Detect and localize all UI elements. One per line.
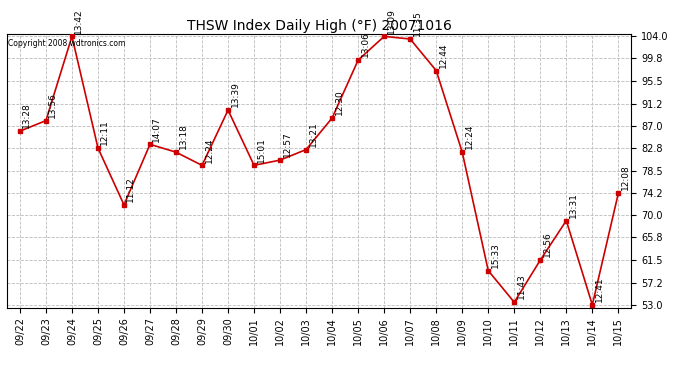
Text: 13:39: 13:39 bbox=[230, 81, 239, 107]
Text: Copyright 2008 wdtronics.com: Copyright 2008 wdtronics.com bbox=[8, 39, 126, 48]
Text: 14:07: 14:07 bbox=[152, 116, 161, 141]
Text: 13:56: 13:56 bbox=[48, 92, 57, 118]
Text: 12:57: 12:57 bbox=[282, 132, 292, 158]
Text: 12:41: 12:41 bbox=[595, 276, 604, 302]
Text: 11:35: 11:35 bbox=[413, 10, 422, 36]
Text: 12:08: 12:08 bbox=[621, 165, 630, 190]
Text: 13:42: 13:42 bbox=[75, 8, 83, 34]
Text: 13:28: 13:28 bbox=[22, 103, 31, 128]
Text: 13:18: 13:18 bbox=[179, 123, 188, 149]
Text: 12:11: 12:11 bbox=[101, 120, 110, 145]
Text: 12:24: 12:24 bbox=[464, 124, 473, 149]
Text: 12:24: 12:24 bbox=[204, 137, 213, 163]
Text: 13:31: 13:31 bbox=[569, 192, 578, 218]
Text: 13:06: 13:06 bbox=[361, 32, 370, 57]
Text: 13:09: 13:09 bbox=[386, 8, 395, 34]
Text: 15:01: 15:01 bbox=[257, 137, 266, 163]
Text: 11:12: 11:12 bbox=[126, 176, 135, 202]
Text: 12:44: 12:44 bbox=[439, 42, 448, 68]
Title: THSW Index Daily High (°F) 20071016: THSW Index Daily High (°F) 20071016 bbox=[187, 19, 451, 33]
Text: 13:21: 13:21 bbox=[308, 121, 317, 147]
Text: 15:33: 15:33 bbox=[491, 242, 500, 268]
Text: 12:30: 12:30 bbox=[335, 90, 344, 115]
Text: 11:43: 11:43 bbox=[517, 274, 526, 300]
Text: 12:56: 12:56 bbox=[543, 232, 552, 257]
